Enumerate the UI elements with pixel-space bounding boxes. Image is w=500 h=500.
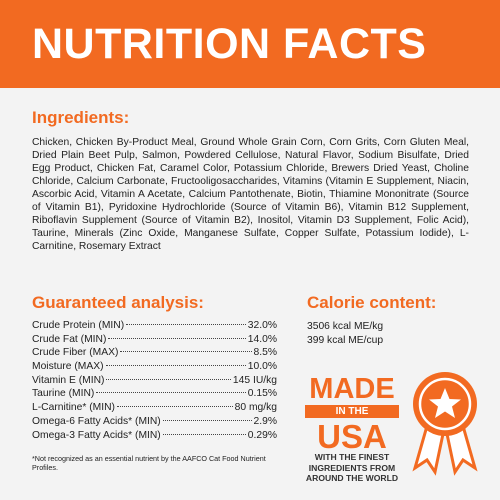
badge-in-the: IN THE (305, 405, 399, 418)
leader-dots (108, 337, 246, 339)
analysis-row: Crude Protein (MIN) 32.0% (32, 320, 277, 334)
nutrient-label: Crude Fat (MIN) (32, 333, 107, 345)
badge-usa: USA (317, 418, 387, 455)
leader-dots (106, 378, 231, 380)
nutrient-label: L-Carnitine* (MIN) (32, 402, 115, 414)
ingredients-text: Chicken, Chicken By-Product Meal, Ground… (32, 137, 469, 252)
nutrient-value: 32.0% (247, 320, 277, 331)
calorie-line: 3506 kcal ME/kg (307, 321, 384, 332)
analysis-row: L-Carnitine* (MIN) 80 mg/kg (32, 402, 277, 416)
nutrient-value: 0.15% (247, 388, 277, 400)
nutrient-label: Vitamin E (MIN) (32, 374, 105, 386)
leader-dots (126, 324, 246, 325)
leader-dots (162, 419, 252, 421)
analysis-row: Omega-6 Fatty Acids* (MIN) 2.9% (32, 416, 277, 430)
nutrient-value: 2.9% (253, 415, 277, 427)
ingredients-title: Ingredients: (32, 108, 130, 127)
nutrient-value: 10.0% (247, 361, 277, 373)
nutrient-value: 80 mg/kg (234, 402, 277, 414)
footnote: *Not recognized as an essential nutrient… (32, 454, 266, 472)
leader-dots (105, 365, 246, 367)
calorie-lines: 3506 kcal ME/kg 399 kcal ME/cup (307, 320, 383, 347)
nutrient-label: Omega-6 Fatty Acids* (MIN) (32, 415, 161, 427)
badge-tagline: WITH THE FINEST INGREDIENTS FROM AROUND TH… (303, 452, 401, 484)
medal-icon (412, 372, 478, 476)
tagline-line: AROUND THE WORLD (305, 473, 399, 483)
badge-made: MADE (309, 373, 395, 405)
analysis-title: Guaranteed analysis: (32, 293, 204, 312)
nutrient-value: 14.0% (247, 333, 277, 345)
analysis-row: Crude Fat (MIN) 14.0% (32, 334, 277, 348)
calorie-title: Calorie content: (307, 293, 437, 312)
nutrient-value: 8.5% (253, 347, 277, 359)
analysis-row: Moisture (MAX) 10.0% (32, 361, 277, 375)
header: NUTRITION FACTS (0, 0, 500, 88)
nutrient-value: 145 IU/kg (232, 374, 277, 386)
nutrient-label: Crude Fiber (MAX) (32, 347, 119, 359)
nutrient-label: Omega-3 Fatty Acids* (MIN) (32, 429, 161, 441)
tagline-line: INGREDIENTS FROM (308, 462, 396, 473)
calorie-line: 399 kcal ME/cup (307, 334, 384, 346)
leader-dots (162, 433, 246, 435)
nutrient-value: 0.29% (247, 429, 277, 441)
leader-dots (96, 392, 246, 394)
analysis-row: Crude Fiber (MAX) 8.5% (32, 347, 277, 361)
leader-dots (116, 406, 233, 408)
analysis-row: Vitamin E (MIN) 145 IU/kg (32, 375, 277, 389)
tagline-line: WITH THE FINEST (314, 452, 390, 462)
leader-dots (120, 351, 252, 353)
nutrient-label: Taurine (MIN) (32, 388, 95, 400)
analysis-row: Omega-3 Fatty Acids* (MIN) 0.29% (32, 430, 277, 444)
title: NUTRITION FACTS (32, 20, 427, 68)
analysis-rows: Crude Protein (MIN) 32.0% Crude Fat (MIN) 1… (32, 320, 277, 443)
nutrient-label: Moisture (MAX) (32, 361, 104, 373)
analysis-row: Taurine (MIN) 0.15% (32, 388, 277, 402)
nutrient-label: Crude Protein (MIN) (32, 320, 125, 331)
